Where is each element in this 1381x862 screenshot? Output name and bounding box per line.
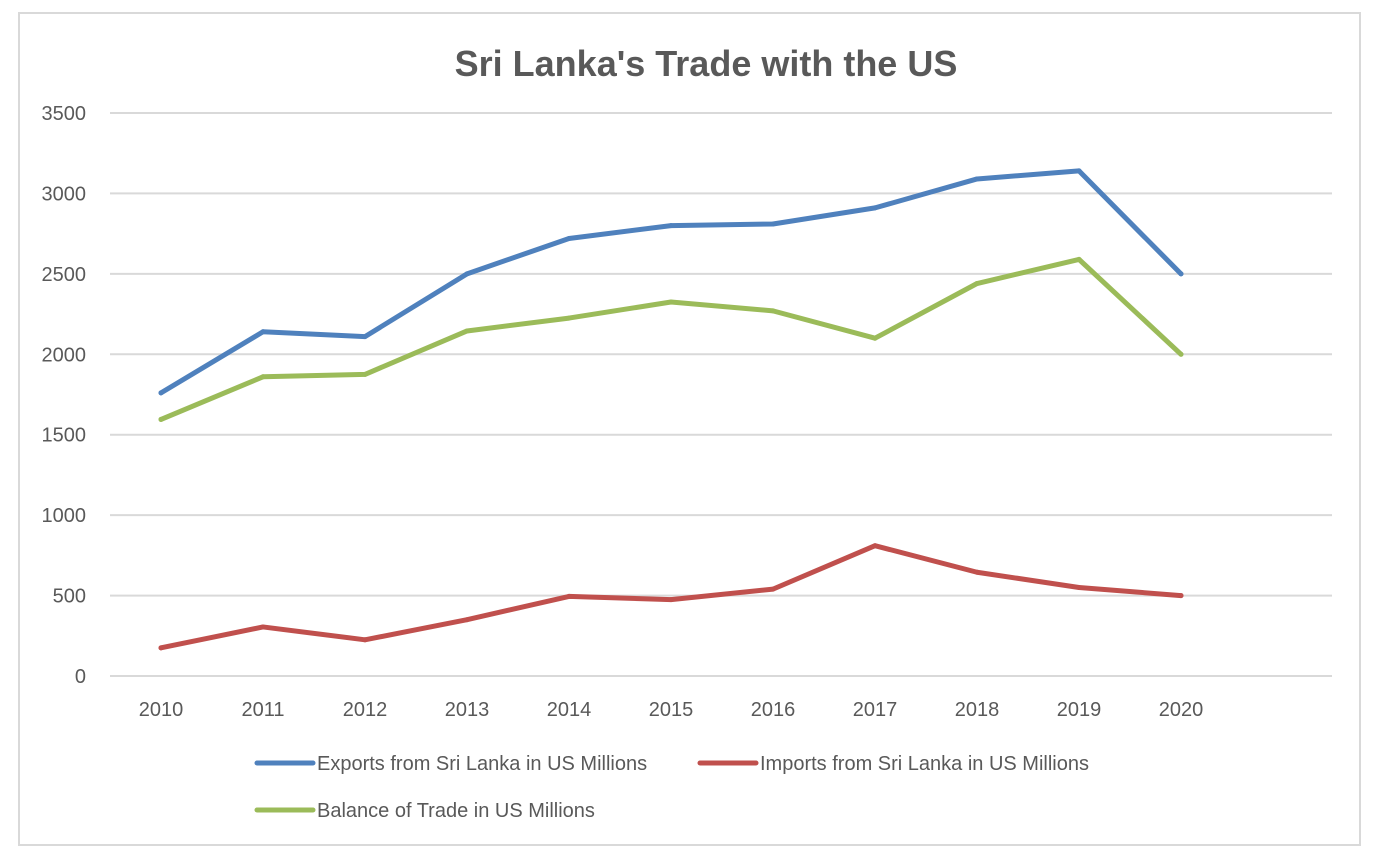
x-tick-label: 2015 <box>649 699 694 721</box>
data-point <box>464 328 470 334</box>
legend-label: Imports from Sri Lanka in US Millions <box>760 753 1089 775</box>
legend: Exports from Sri Lanka in US Millions Imp… <box>254 753 1089 822</box>
x-tick-label: 2016 <box>751 699 796 721</box>
x-tick-label: 2017 <box>853 699 898 721</box>
y-tick-label: 1000 <box>42 505 87 527</box>
series-line-2 <box>158 543 1184 651</box>
data-point <box>974 281 980 287</box>
data-point <box>1178 593 1184 599</box>
x-tick-label: 2013 <box>445 699 490 721</box>
data-point <box>770 586 776 592</box>
x-tick-label: 2018 <box>955 699 1000 721</box>
x-tick-label: 2012 <box>343 699 388 721</box>
data-point <box>260 329 266 335</box>
y-axis-ticks: 0 500 1000 1500 2000 2500 3000 3500 <box>42 103 87 688</box>
data-point <box>872 335 878 341</box>
x-tick-label: 2011 <box>241 699 284 721</box>
data-point <box>668 223 674 229</box>
data-point <box>566 315 572 321</box>
data-point <box>1178 271 1184 277</box>
legend-label: Balance of Trade in US Millions <box>317 800 595 822</box>
y-tick-label: 2500 <box>42 264 87 286</box>
data-point <box>464 617 470 623</box>
series-line-1 <box>158 168 1184 396</box>
data-point <box>872 205 878 211</box>
x-tick-label: 2020 <box>1159 699 1204 721</box>
y-tick-label: 2000 <box>42 344 87 366</box>
y-tick-label: 0 <box>75 666 86 688</box>
data-point <box>260 624 266 630</box>
data-point <box>362 334 368 340</box>
y-tick-label: 500 <box>53 586 86 608</box>
y-tick-label: 3500 <box>42 103 87 125</box>
x-tick-label: 2014 <box>547 699 592 721</box>
data-point <box>872 543 878 549</box>
x-axis-ticks: 2010 2011 2012 2013 2014 2015 2016 2017 2018 2019… <box>139 699 1204 721</box>
data-point <box>1076 256 1082 262</box>
x-tick-label: 2010 <box>139 699 184 721</box>
data-point <box>1076 585 1082 591</box>
data-point <box>362 371 368 377</box>
series-line-3 <box>158 256 1184 422</box>
data-point <box>974 569 980 575</box>
data-point <box>668 597 674 603</box>
gridlines <box>110 112 1332 677</box>
data-point <box>362 637 368 643</box>
y-tick-label: 3000 <box>42 183 87 205</box>
chart-title: Sri Lanka's Trade with the US <box>455 43 958 84</box>
data-point <box>566 235 572 241</box>
y-tick-label: 1500 <box>42 425 87 447</box>
data-point <box>566 593 572 599</box>
data-point <box>1076 168 1082 174</box>
legend-label: Exports from Sri Lanka in US Millions <box>317 753 647 775</box>
data-point <box>1178 351 1184 357</box>
data-point <box>770 308 776 314</box>
data-point <box>770 221 776 227</box>
data-point <box>260 374 266 380</box>
chart-frame <box>18 12 1361 846</box>
x-tick-label: 2019 <box>1057 699 1102 721</box>
data-point <box>158 416 164 422</box>
series-lines <box>158 168 1184 651</box>
data-point <box>668 299 674 305</box>
data-point <box>464 271 470 277</box>
data-point <box>158 390 164 396</box>
data-point <box>974 176 980 182</box>
data-point <box>158 645 164 651</box>
